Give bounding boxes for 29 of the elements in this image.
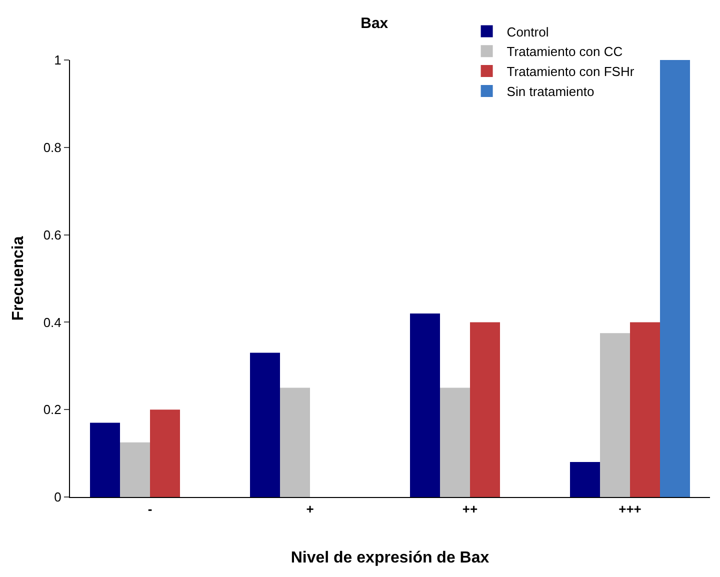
legend-label: Sin tratamiento: [506, 84, 594, 100]
legend-label: Control: [506, 24, 549, 40]
bar: [630, 322, 660, 497]
x-tick-label: +++: [618, 502, 642, 517]
bar: [280, 388, 310, 497]
legend-label: Tratamiento con CC: [506, 44, 623, 60]
legend-label: Tratamiento con FSHr: [506, 64, 635, 80]
x-axis-title: Nivel de expresión de Bax: [290, 549, 490, 566]
y-axis-title: Frecuencia: [10, 236, 28, 321]
chart-title: Bax: [360, 14, 389, 32]
y-tick-label: 0: [54, 490, 62, 505]
y-tick-label: 0.2: [43, 402, 62, 418]
bar: [600, 333, 630, 497]
bar: [440, 388, 470, 497]
bar: [470, 322, 500, 497]
bar: [150, 410, 180, 497]
bar: [410, 313, 440, 497]
bar: [570, 462, 600, 497]
bar: [90, 422, 120, 497]
x-tick-label: ++: [462, 502, 478, 517]
y-tick-label: 0.6: [43, 227, 62, 242]
x-tick-label: +: [306, 502, 314, 517]
bar: [250, 352, 280, 497]
x-tick-label: -: [148, 502, 152, 517]
y-tick-label: 1: [54, 52, 62, 68]
bar: [120, 442, 150, 497]
bar: [660, 60, 690, 497]
y-tick-label: 0.4: [43, 314, 62, 330]
y-tick-label: 0.8: [43, 140, 62, 155]
